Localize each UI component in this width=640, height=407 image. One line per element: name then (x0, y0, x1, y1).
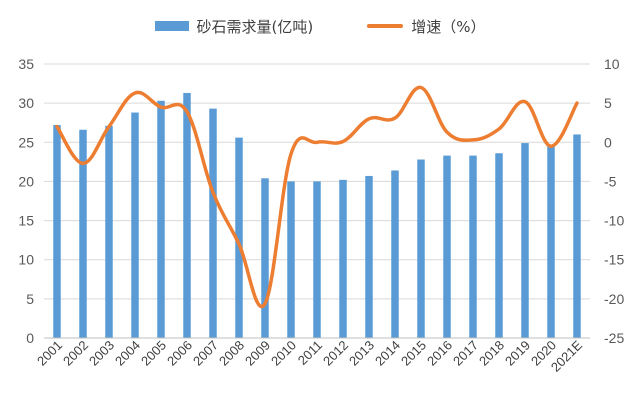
bar (391, 170, 399, 338)
y-left-tick-label: 15 (18, 213, 34, 229)
bar (287, 181, 295, 338)
x-tick-label: 2003 (86, 338, 117, 369)
bar (53, 125, 61, 338)
y-right-tick-label: 0 (604, 134, 612, 150)
legend-line-swatch (367, 24, 404, 28)
y-left-tick-label: 30 (18, 95, 34, 111)
x-tick-label: 2008 (216, 338, 247, 369)
x-tick-label: 2002 (60, 338, 91, 369)
x-tick-label: 2001 (34, 338, 65, 369)
x-tick-label: 2007 (190, 338, 221, 369)
x-tick-label: 2012 (320, 338, 351, 369)
y-left-tick-label: 5 (26, 291, 34, 307)
y-right-tick-label: -25 (604, 330, 624, 346)
bar (105, 125, 113, 339)
y-left-tick-label: 20 (18, 173, 34, 189)
bar (131, 112, 139, 338)
legend: 砂石需求量(亿吨) 增速（%） (0, 14, 640, 38)
bar (261, 178, 269, 338)
x-tick-label: 2019 (502, 338, 533, 369)
bar (417, 159, 425, 338)
x-tick-label: 2004 (112, 338, 143, 369)
x-tick-label: 2015 (398, 338, 429, 369)
y-left-tick-label: 0 (26, 330, 34, 346)
x-tick-label: 2013 (346, 338, 377, 369)
y-left-tick-label: 35 (18, 56, 34, 72)
bar (365, 175, 373, 338)
x-tick-label: 2014 (372, 338, 403, 369)
bar (209, 108, 217, 338)
bar (157, 100, 165, 339)
y-left-tick-label: 10 (18, 252, 34, 268)
legend-item-demand: 砂石需求量(亿吨) (154, 16, 314, 37)
bar (495, 153, 503, 338)
bar (469, 155, 477, 338)
x-tick-label: 2017 (450, 338, 481, 369)
bar (79, 129, 87, 338)
x-tick-label: 2009 (242, 338, 273, 369)
legend-label-growth: 增速（%） (411, 17, 486, 36)
bar (573, 134, 581, 338)
x-tick-label: 2011 (295, 338, 325, 368)
legend-bar-swatch (154, 21, 189, 31)
y-right-tick-label: 10 (604, 56, 620, 72)
bar (235, 137, 243, 338)
y-right-tick-label: -10 (604, 213, 624, 229)
bar (183, 92, 191, 338)
y-left-tick-label: 25 (18, 134, 34, 150)
y-right-tick-label: 5 (604, 95, 612, 111)
bar (521, 143, 529, 338)
growth-line (55, 85, 579, 309)
legend-item-growth: 增速（%） (367, 16, 485, 37)
bar (443, 155, 451, 338)
y-right-tick-label: -15 (604, 252, 624, 268)
bar (547, 144, 555, 338)
x-tick-label: 2010 (268, 338, 299, 369)
x-tick-label: 2018 (476, 338, 507, 369)
legend-label-demand: 砂石需求量(亿吨) (196, 17, 314, 36)
x-tick-label: 2016 (424, 338, 455, 369)
x-tick-label: 2006 (164, 338, 195, 369)
bar (339, 179, 347, 338)
bar (313, 181, 321, 338)
y-right-tick-label: -20 (604, 291, 624, 307)
x-tick-label: 2005 (138, 338, 169, 369)
y-right-tick-label: -5 (604, 173, 617, 189)
